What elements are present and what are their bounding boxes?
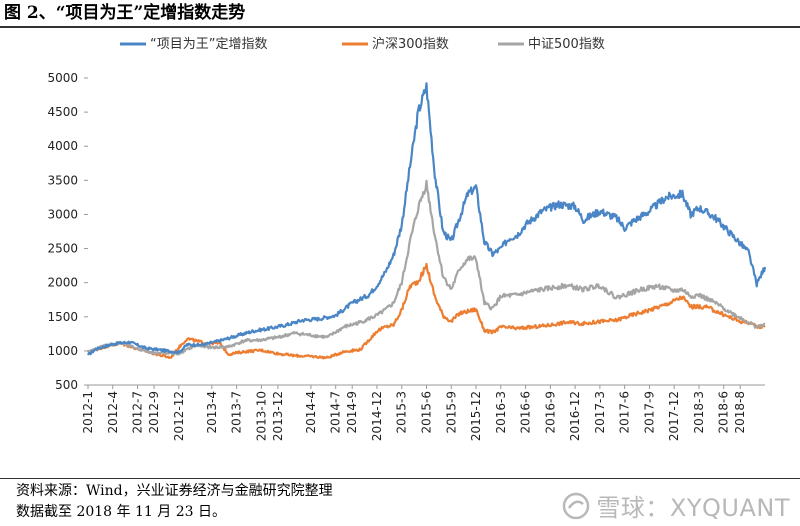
y-tick-label: 4000: [47, 139, 78, 153]
legend-label: 中证500指数: [528, 37, 605, 52]
snowball-logo-icon: [563, 492, 590, 519]
source-divider: [0, 478, 800, 479]
x-tick-label: 2013-7: [230, 391, 244, 434]
x-tick-label: 2012-4: [106, 391, 120, 434]
x-tick-label: 2013-12: [271, 391, 285, 441]
x-tick-label: 2016-9: [543, 391, 557, 434]
x-tick-label: 2013-10: [254, 391, 268, 441]
legend-label: “项目为王”定增指数: [150, 37, 267, 52]
chart-legend: “项目为王”定增指数 沪深300指数 中证500指数: [120, 36, 605, 52]
x-tick-label: 2015-12: [469, 391, 483, 441]
y-tick-label: 1000: [47, 344, 78, 358]
source-note: 资料来源：Wind，兴业证券经济与金融研究院整理 数据截至 2018 年 11 …: [16, 481, 333, 523]
watermark: 雪球：XYQUANT: [562, 488, 790, 523]
series-line: [87, 262, 766, 360]
x-tick-label: 2018-3: [692, 391, 706, 434]
series-line: [87, 179, 766, 356]
x-tick-label: 2015-3: [395, 391, 409, 434]
data-date-line: 数据截至 2018 年 11 月 23 日。: [16, 504, 226, 520]
x-tick-label: 2012-7: [131, 391, 145, 434]
y-tick-label: 2000: [47, 276, 78, 290]
legend-label: 沪深300指数: [372, 36, 449, 52]
y-tick-label: 1500: [47, 310, 78, 324]
x-tick-label: 2014-7: [329, 391, 343, 434]
x-tick-label: 2017-12: [667, 391, 681, 441]
x-tick-label: 2014-4: [304, 391, 318, 434]
x-tick-label: 2015-6: [420, 391, 434, 434]
y-tick-label: 3000: [47, 207, 78, 221]
series-lines: [87, 82, 767, 360]
x-axis: 2012-1 2012-4 2012-7 2012-9 2012-12 2013-4 201…: [81, 384, 765, 441]
title-divider: [0, 26, 800, 28]
series-line: [87, 82, 767, 356]
x-tick-label: 2012-12: [172, 391, 186, 441]
y-tick-label: 4500: [47, 105, 78, 119]
x-tick-label: 2016-6: [519, 391, 533, 434]
x-tick-label: 2014-12: [370, 391, 384, 441]
x-tick-label: 2015-9: [444, 391, 458, 434]
x-tick-label: 2017-9: [642, 391, 656, 434]
x-tick-label: 2018-8: [733, 391, 747, 434]
x-tick-label: 2016-12: [568, 391, 582, 441]
x-tick-label: 2014-9: [345, 391, 359, 434]
watermark-text: 雪球：XYQUANT: [596, 494, 790, 522]
line-chart: “项目为王”定增指数 沪深300指数 中证500指数 500 1000 1500 2000…: [47, 36, 767, 441]
y-tick-label: 2500: [47, 242, 78, 256]
y-axis: 500 1000 1500 2000 2500 3000 3500 4000 4500 5000: [47, 71, 88, 392]
x-tick-label: 2016-3: [494, 391, 508, 434]
x-tick-label: 2012-9: [147, 391, 161, 434]
x-tick-label: 2017-6: [618, 391, 632, 434]
y-tick-label: 3500: [47, 173, 78, 187]
x-tick-label: 2013-4: [205, 391, 219, 434]
x-tick-label: 2012-1: [81, 391, 95, 434]
y-tick-label: 500: [55, 378, 78, 392]
y-tick-label: 5000: [47, 71, 78, 85]
source-line: 资料来源：Wind，兴业证券经济与金融研究院整理: [16, 483, 333, 499]
x-tick-label: 2017-3: [593, 391, 607, 434]
x-tick-label: 2018-6: [717, 391, 731, 434]
figure-title: 图 2、“项目为王”定增指数走势: [4, 3, 246, 23]
